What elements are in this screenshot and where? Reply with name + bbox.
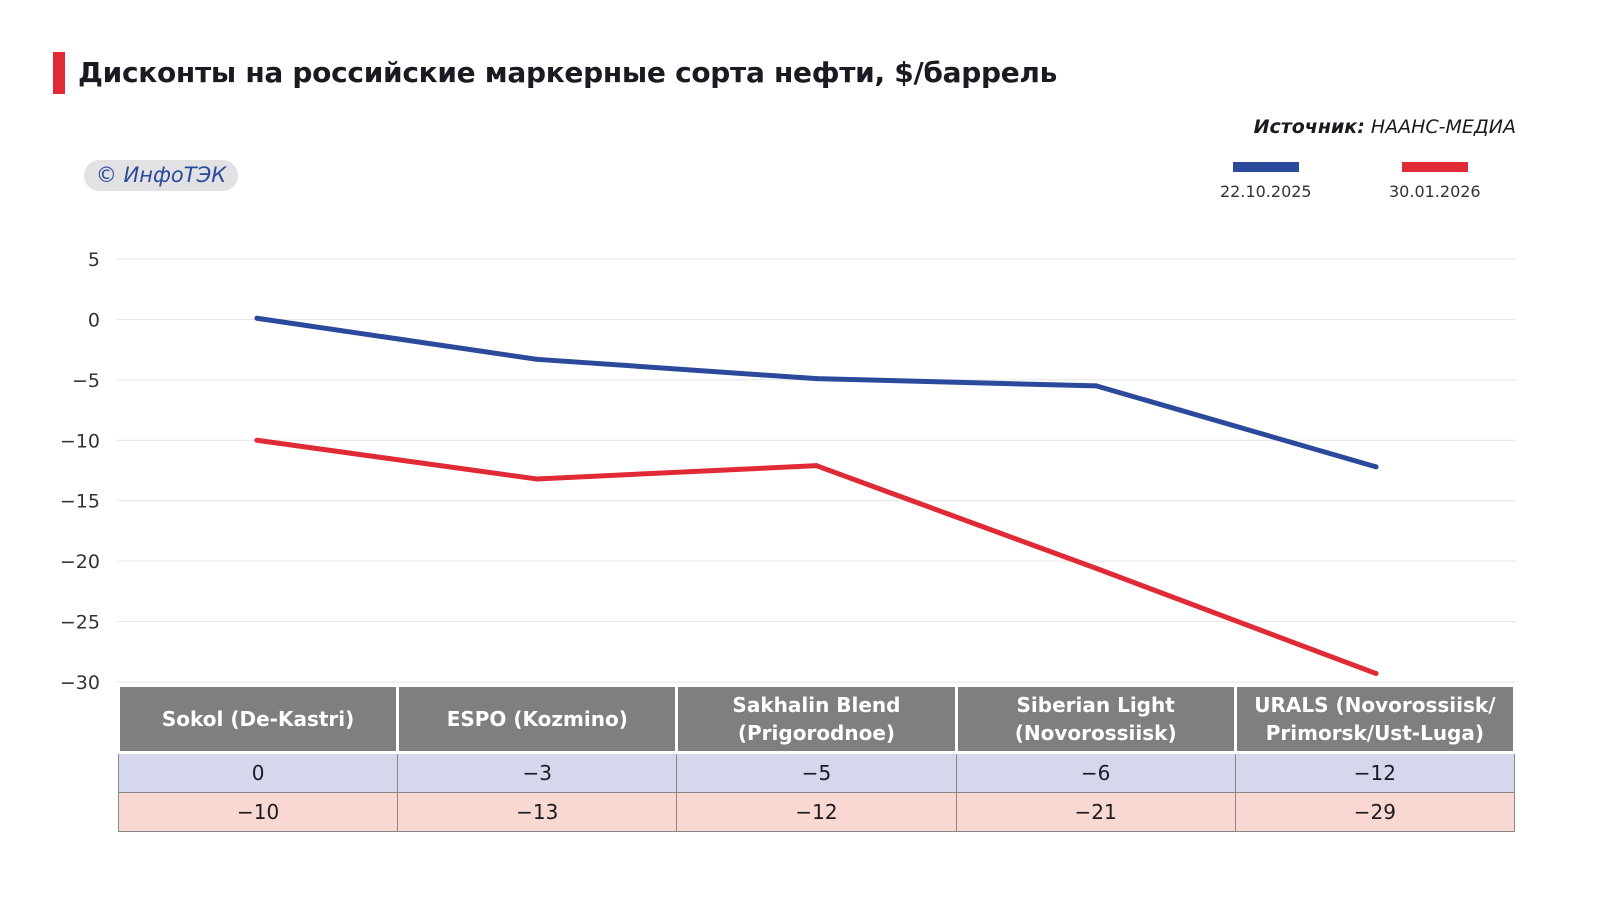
data-point (1373, 464, 1379, 470)
legend-item-1: 22.10.2025 (1220, 162, 1312, 201)
legend-item-2: 30.01.2026 (1389, 162, 1481, 201)
data-point (534, 356, 540, 362)
data-point (254, 437, 260, 443)
table-cell: −5 (676, 752, 957, 793)
title-accent-bar (53, 52, 65, 94)
infotek-logo: © ИнфоТЭК (84, 160, 238, 191)
table-cell: −12 (676, 792, 957, 832)
table-cell: −12 (1234, 752, 1516, 793)
table-cell: −3 (397, 752, 678, 793)
table-cell: −6 (955, 752, 1236, 793)
legend-label: 30.01.2026 (1389, 182, 1481, 201)
legend-swatch (1401, 162, 1468, 172)
table-cell: −10 (117, 792, 399, 832)
y-tick-label: 5 (88, 249, 100, 271)
table-row: −10 −13 −12 −21 −29 (117, 792, 1516, 832)
y-tick-label: −10 (60, 430, 100, 452)
table-row: 0 −3 −5 −6 −12 (117, 752, 1516, 793)
series-line-2 (256, 437, 1377, 676)
y-tick-label: −20 (60, 551, 100, 573)
data-point (534, 476, 540, 482)
y-tick-label: −15 (60, 491, 100, 513)
data-point (1093, 383, 1099, 389)
chart-title: Дисконты на российские маркерные сорта н… (78, 56, 1058, 89)
data-point (1373, 671, 1379, 677)
table-cell: −29 (1234, 792, 1516, 832)
data-point (814, 376, 819, 382)
data-table: Sokol (De-Kastri) ESPO (Kozmino) Sakhalin … (116, 684, 1517, 832)
category-header: URALS (Novorossiisk/ Primorsk/Ust-Luga) (1233, 684, 1517, 754)
legend-label: 22.10.2025 (1220, 182, 1312, 201)
source-label: Источник: (1253, 116, 1365, 138)
table-header-row: Sokol (De-Kastri) ESPO (Kozmino) Sakhalin … (116, 684, 1517, 754)
data-point (814, 463, 819, 469)
table-cell: −21 (955, 792, 1236, 832)
y-tick-label: −5 (72, 370, 100, 392)
source-value: НААНС-МЕДИА (1370, 116, 1516, 138)
series-line-1 (256, 315, 1377, 470)
y-tick-label: −30 (60, 672, 100, 694)
category-header: Siberian Light (Novorossiisk) (954, 684, 1237, 754)
category-header: Sokol (De-Kastri) (116, 684, 400, 754)
category-header: ESPO (Kozmino) (396, 684, 679, 754)
table-cell: −13 (397, 792, 678, 832)
category-header: Sakhalin Blend (Prigorodnoe) (675, 684, 958, 754)
table-cell: 0 (117, 752, 399, 793)
source-note: Источник: НААНС-МЕДИА (1254, 116, 1516, 138)
data-point (254, 315, 260, 321)
legend-swatch (1232, 162, 1299, 172)
y-tick-label: −25 (60, 612, 100, 634)
y-tick-label: 0 (88, 309, 100, 331)
data-point (1093, 565, 1099, 571)
